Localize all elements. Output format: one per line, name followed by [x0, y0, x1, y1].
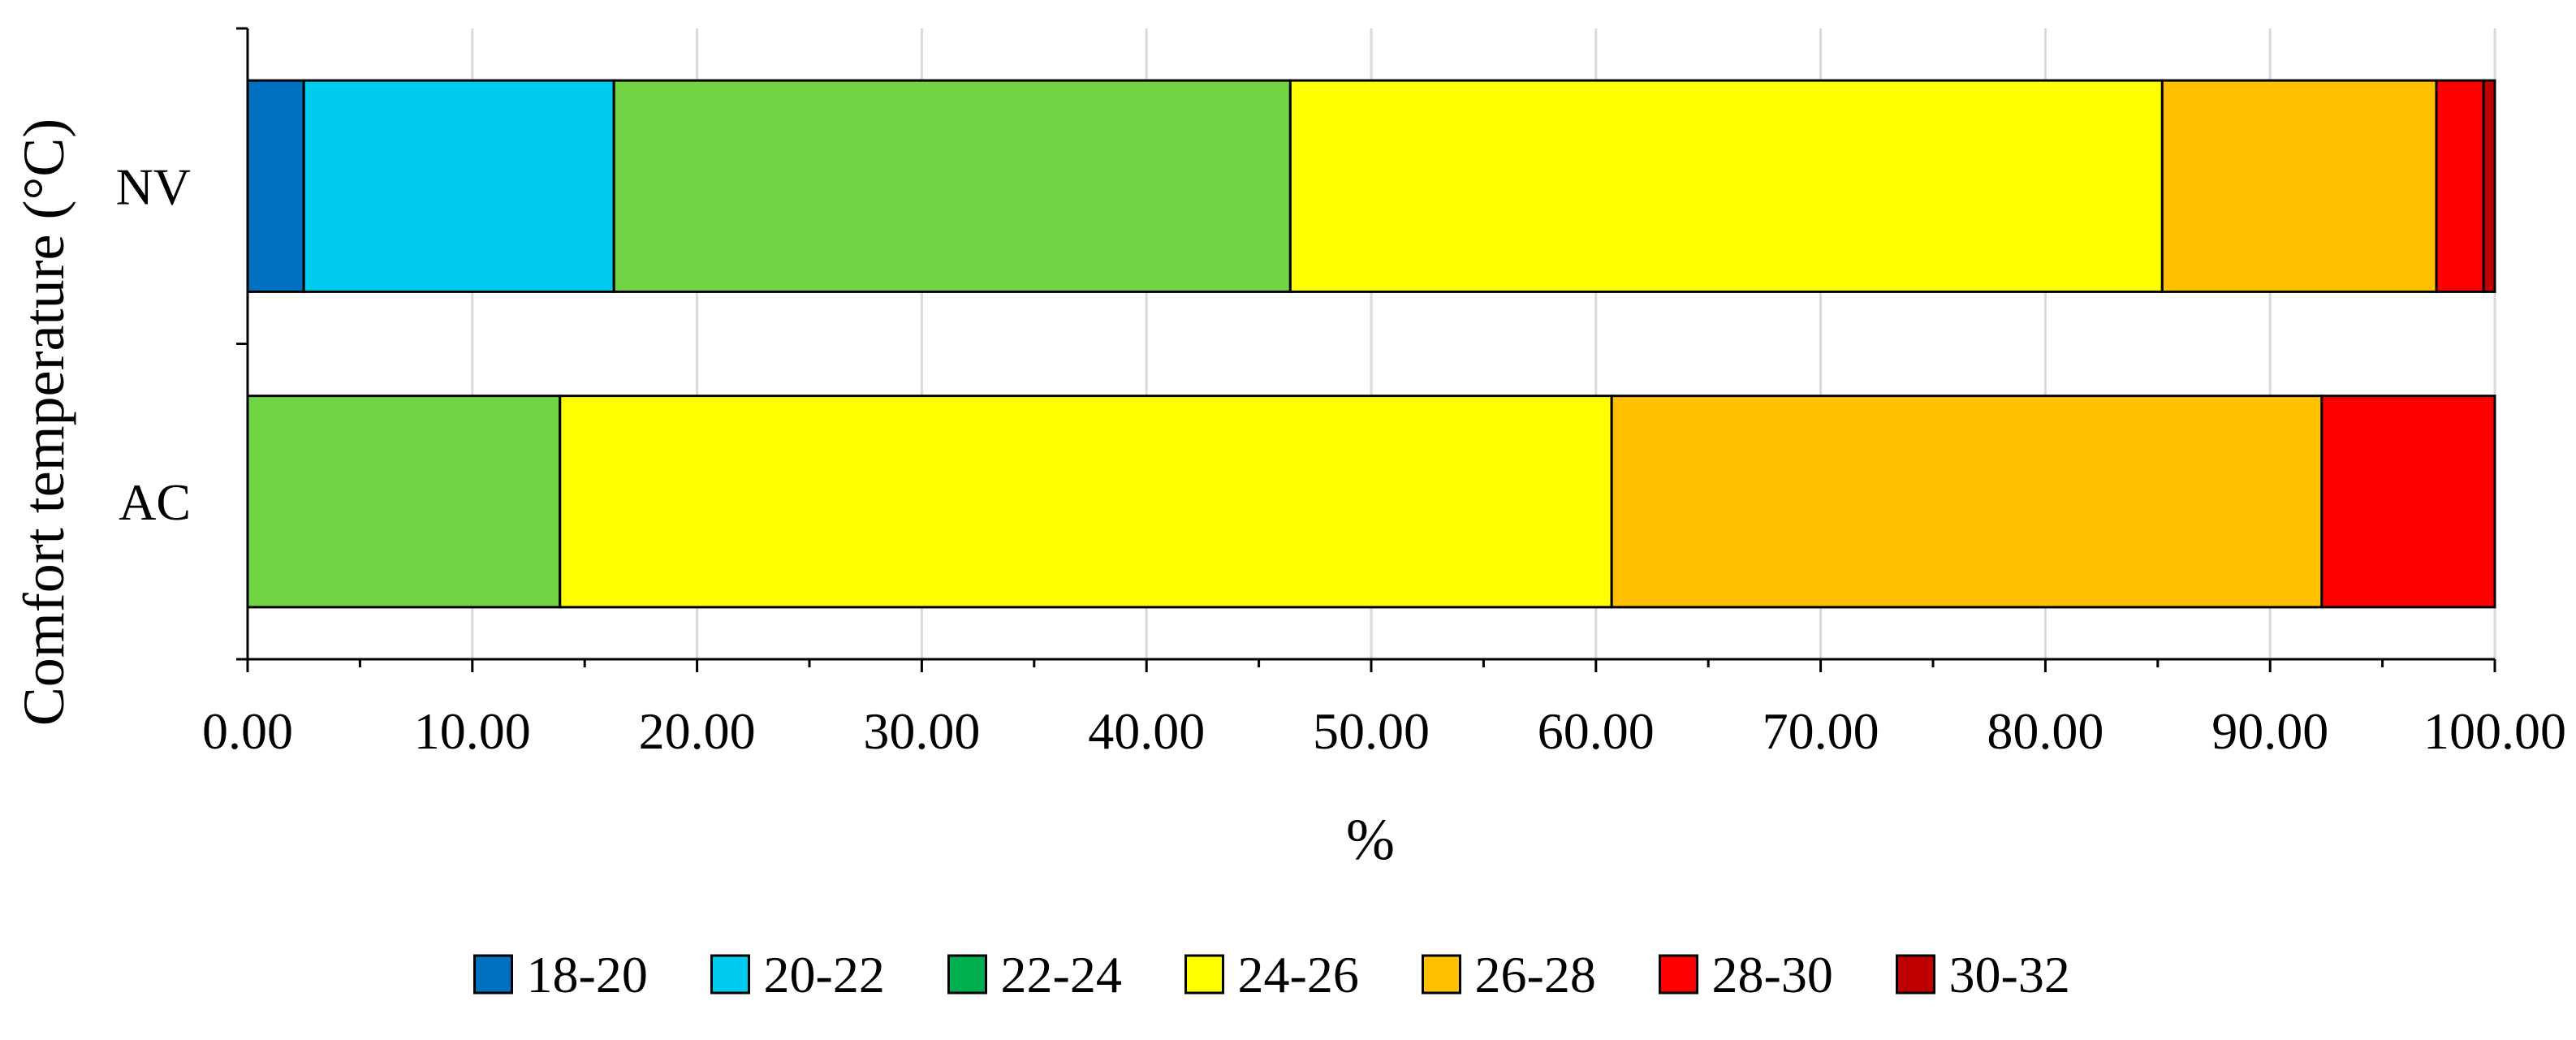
- labels: % Comfort temperature (°C) NV AC 0.00 10.00…: [11, 119, 2566, 872]
- x-tick-label: 0.00: [202, 702, 293, 760]
- legend-swatch-22-24: [947, 954, 987, 995]
- bar-segment-nv-24-26: [1288, 79, 2164, 293]
- legend-label: 26-28: [1475, 946, 1596, 1003]
- x-tick-label: 30.00: [863, 702, 980, 760]
- legend-label: 28-30: [1712, 946, 1833, 1003]
- legend-swatch-18-20: [473, 954, 513, 995]
- bars: [246, 79, 2496, 609]
- bar-segment-nv-18-20: [246, 79, 305, 293]
- bar-segment-nv-30-32: [2482, 79, 2496, 293]
- legend-swatch-20-22: [710, 954, 750, 995]
- bar-segment-ac-28-30: [2320, 395, 2496, 609]
- x-tick-label: 10.00: [414, 702, 531, 760]
- legend-swatch-30-32: [1896, 954, 1935, 995]
- category-label: NV: [116, 158, 191, 215]
- bar-segment-nv-26-28: [2160, 79, 2438, 293]
- legend-swatch-26-28: [1422, 954, 1461, 995]
- x-tick-label: 80.00: [1987, 702, 2104, 760]
- bar-segment-nv-28-30: [2435, 79, 2485, 293]
- bar-segment-ac-24-26: [559, 395, 1613, 609]
- legend-label: 30-32: [1949, 946, 2070, 1003]
- x-tick-label: 100.00: [2423, 702, 2566, 760]
- axes: [236, 27, 2496, 672]
- y-axis-title: Comfort temperature (°C): [11, 119, 76, 727]
- x-tick-label: 50.00: [1313, 702, 1430, 760]
- bar-segment-nv-20-22: [302, 79, 615, 293]
- legend-label: 24-26: [1238, 946, 1359, 1003]
- x-tick-label: 40.00: [1088, 702, 1205, 760]
- x-tick-label: 70.00: [1763, 702, 1879, 760]
- bar-segment-ac-26-28: [1610, 395, 2324, 609]
- legend-label: 22-24: [1001, 946, 1122, 1003]
- x-tick-label: 90.00: [2211, 702, 2328, 760]
- category-label: AC: [119, 473, 191, 531]
- legend-label: 20-22: [764, 946, 885, 1003]
- legend-swatch-24-26: [1184, 954, 1224, 995]
- legend-swatch-28-30: [1659, 954, 1698, 995]
- legend-label: 18-20: [527, 946, 648, 1003]
- x-axis-title: %: [1346, 807, 1395, 872]
- legend: 18-20 20-22 22-24 24-26 26-28 28-30 30-32: [473, 946, 2070, 1003]
- bar-segment-ac-22-24: [246, 395, 562, 609]
- x-tick-label: 60.00: [1538, 702, 1655, 760]
- bar-segment-nv-22-24: [612, 79, 1292, 293]
- x-tick-label: 20.00: [639, 702, 756, 760]
